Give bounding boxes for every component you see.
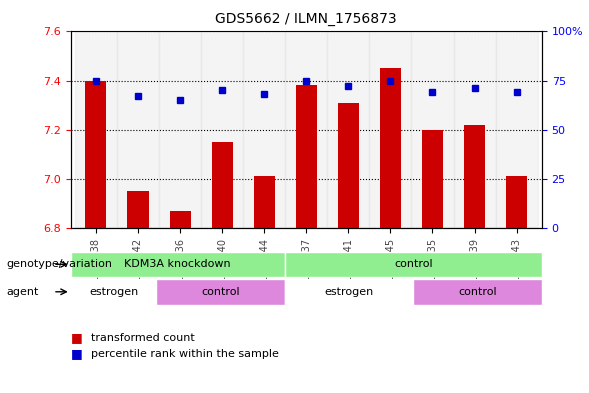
FancyBboxPatch shape — [71, 252, 285, 277]
Bar — [338, 103, 359, 228]
Text: KDM3A knockdown: KDM3A knockdown — [124, 259, 231, 269]
Text: control: control — [458, 287, 497, 297]
Bar — [380, 68, 401, 228]
Bar — [201, 31, 243, 228]
Bar — [159, 31, 201, 228]
Bar — [495, 31, 538, 228]
Text: ■: ■ — [71, 347, 82, 360]
Bar — [369, 31, 412, 228]
Text: percentile rank within the sample: percentile rank within the sample — [91, 349, 279, 359]
Bar — [422, 130, 443, 228]
Bar — [170, 211, 191, 228]
FancyBboxPatch shape — [285, 279, 413, 305]
Bar — [117, 31, 159, 228]
Text: control: control — [394, 259, 433, 269]
Bar — [254, 176, 274, 228]
Bar — [127, 191, 148, 228]
FancyBboxPatch shape — [285, 252, 542, 277]
Bar — [327, 31, 369, 228]
FancyBboxPatch shape — [156, 279, 285, 305]
Bar — [454, 31, 495, 228]
FancyBboxPatch shape — [413, 279, 542, 305]
Bar — [464, 125, 485, 228]
Title: GDS5662 / ILMN_1756873: GDS5662 / ILMN_1756873 — [216, 12, 397, 26]
Bar — [285, 31, 327, 228]
Text: estrogen: estrogen — [89, 287, 138, 297]
Bar — [211, 142, 233, 228]
Text: genotype/variation: genotype/variation — [6, 259, 112, 270]
Text: agent: agent — [6, 286, 38, 297]
Bar — [296, 86, 317, 228]
FancyBboxPatch shape — [71, 279, 156, 305]
Bar — [75, 31, 117, 228]
Text: estrogen: estrogen — [325, 287, 374, 297]
Text: control: control — [201, 287, 240, 297]
Bar — [243, 31, 285, 228]
Bar — [85, 81, 107, 228]
Bar — [506, 176, 527, 228]
Text: ■: ■ — [71, 331, 82, 345]
Text: transformed count: transformed count — [91, 333, 195, 343]
Bar — [412, 31, 454, 228]
